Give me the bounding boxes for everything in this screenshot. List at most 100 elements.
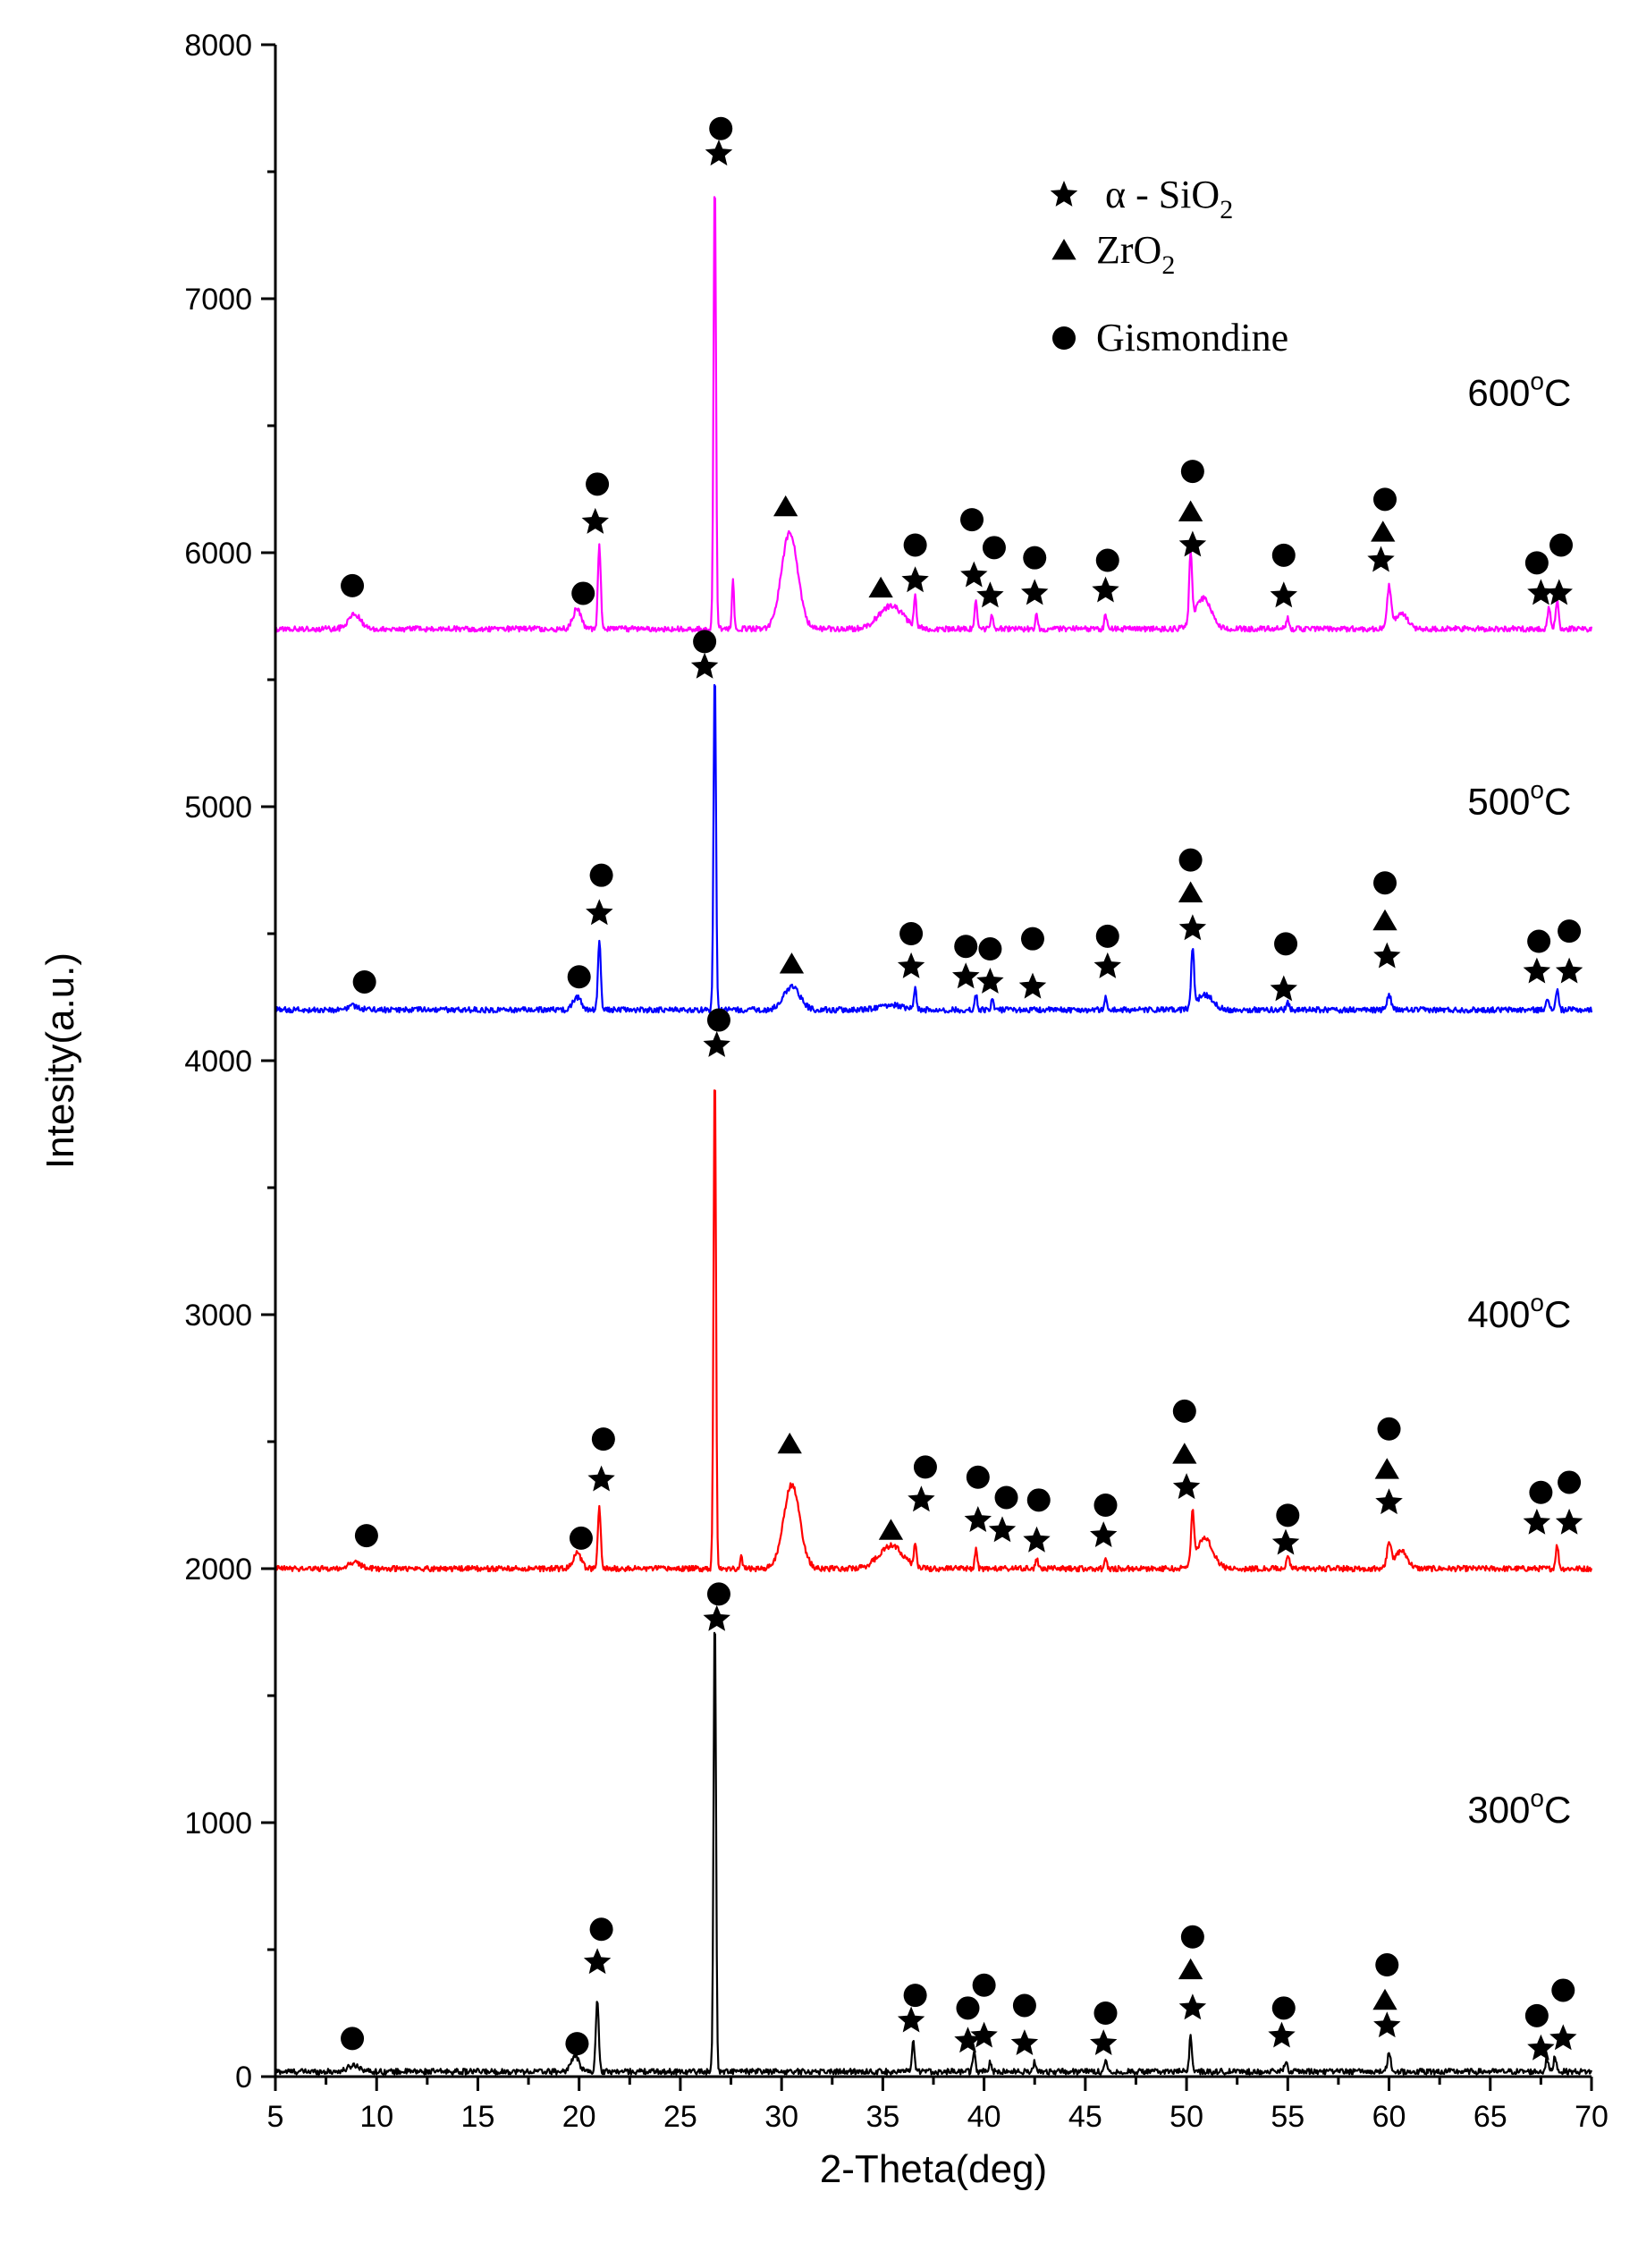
series-line-400 [274,1089,1593,1573]
x-tick-label: 65 [1473,2100,1507,2134]
zro2-marker [1178,500,1203,521]
y-tick-label: 7000 [184,283,252,317]
zro2-marker [868,576,893,598]
sio2-marker [1021,579,1049,605]
y-tick-label: 3000 [184,1299,252,1333]
zro2-marker [878,1519,904,1540]
gismondine-marker [1527,929,1551,953]
zro2-marker [773,495,798,517]
gismondine-marker [994,1485,1018,1510]
x-tick-label: 30 [764,2100,798,2134]
legend-item-circle: Gismondine [1052,316,1288,360]
y-tick-label: 5000 [184,791,252,825]
axis-layer: 5 10 15 20 25 30 35 40 45 50 55 60 65 70 0 1000 2000 3000… [38,29,1608,2191]
legend-text-main: ZrO [1096,228,1161,272]
sio2-marker [1555,1508,1583,1535]
sio2-marker [1545,579,1573,605]
series-label-text: 500oC [1467,776,1571,823]
y-tick-label: 2000 [184,1553,252,1587]
sio2-marker [1010,2029,1039,2055]
sio2-marker [1093,952,1121,978]
sio2-marker [1270,581,1297,608]
series-label-text: 300oC [1467,1784,1571,1831]
gismondine-marker [1023,546,1047,570]
gismondine-marker [1172,1399,1196,1423]
gismondine-marker [341,2027,365,2051]
sio2-marker [581,507,609,534]
series-label-value: 500 [1467,781,1530,823]
gismondine-marker [954,935,978,959]
series-line-300 [274,1631,1593,2076]
sio2-marker [1090,1521,1118,1547]
x-tick-label: 60 [1372,2100,1406,2134]
series-label-400: 400oC [1467,1289,1571,1335]
legend-item-triangle: ZrO2 [1051,228,1175,280]
x-tick-label: 20 [562,2100,596,2134]
series-line-600 [274,196,1593,633]
x-tick-label: 70 [1575,2100,1608,2134]
marker-layer [341,116,1583,2061]
sio2-marker [897,952,925,978]
sio2-marker [954,2027,982,2053]
legend-label: Gismondine [1096,316,1288,360]
legend-text-main: - SiO [1126,173,1220,216]
series-label-unit: C [1544,1789,1571,1831]
sio2-marker [1373,2011,1401,2038]
gismondine-marker [966,1465,990,1489]
series-label-text: 400oC [1467,1289,1571,1335]
zro2-marker [1372,1988,1397,2010]
y-tick-label: 8000 [184,29,252,63]
legend-item-star: α - SiO2 [1050,173,1233,224]
gismondine-marker [1373,871,1397,895]
sio2-marker [988,1516,1017,1543]
legend-symbol: α [1105,173,1126,216]
sio2-marker [1375,1488,1403,1515]
x-tick-label: 15 [461,2100,495,2134]
gismondine-marker [1093,1494,1118,1517]
zro2-marker [1371,520,1396,542]
sio2-marker [703,1604,730,1631]
sio2-marker [1373,942,1401,969]
legend-star-icon [1050,181,1078,207]
sio2-marker [1527,579,1555,605]
gismondine-marker [913,1455,937,1479]
gismondine-marker [1178,848,1203,872]
legend-subscript: 2 [1220,195,1233,224]
gismondine-marker [1012,1993,1036,2018]
sio2-marker [586,899,613,926]
legend-subscript: 2 [1161,250,1175,280]
gismondine-marker [1093,2001,1118,2025]
sio2-marker [1178,914,1207,941]
gismondine-marker [1558,1470,1582,1494]
x-axis-title: 2-Theta(deg) [820,2147,1047,2191]
sio2-marker [1018,972,1047,999]
gismondine-marker [571,581,595,605]
sio2-marker [1178,1993,1207,2020]
gismondine-marker [589,863,613,887]
zro2-marker [1178,881,1203,902]
gismondine-marker [589,1917,613,1942]
gismondine-marker [1180,460,1204,484]
gismondine-marker [903,533,927,557]
zro2-marker [1374,1458,1399,1479]
zro2-marker [777,1432,802,1454]
gismondine-marker [693,630,717,654]
sio2-marker [897,2006,925,2033]
gismondine-marker [706,1008,730,1032]
gismondine-marker [1524,2003,1549,2027]
sio2-marker [901,566,929,593]
gismondine-marker [1373,487,1397,512]
sio2-marker [1178,530,1207,557]
gismondine-marker [960,508,984,532]
series-label-300: 300oC [1467,1784,1571,1831]
series-label-degree: o [1530,367,1544,394]
x-tick-label: 50 [1169,2100,1203,2134]
sio2-marker [1090,2029,1118,2055]
x-tick-label: 35 [865,2100,899,2134]
sio2-marker [1270,975,1297,1002]
sio2-marker [952,962,980,989]
gismondine-marker [1551,1978,1575,2002]
sio2-marker [970,2021,998,2048]
